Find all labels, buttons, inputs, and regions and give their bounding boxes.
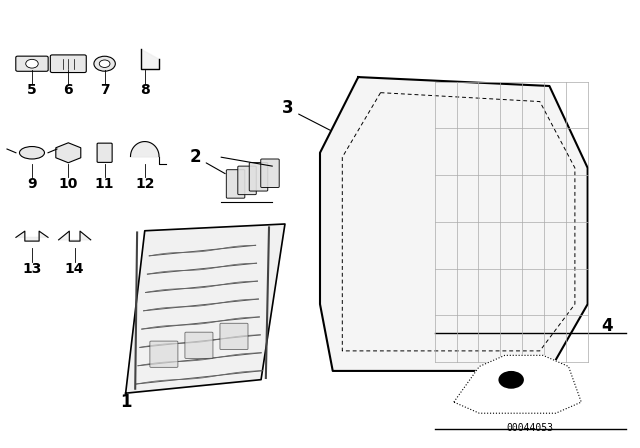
Text: 11: 11 xyxy=(95,177,115,191)
Text: 6: 6 xyxy=(63,83,73,97)
Ellipse shape xyxy=(19,146,44,159)
Text: 7: 7 xyxy=(100,83,109,97)
Text: 00044053: 00044053 xyxy=(507,423,554,433)
Text: 10: 10 xyxy=(59,177,78,191)
Text: 2: 2 xyxy=(189,148,225,174)
FancyBboxPatch shape xyxy=(150,341,178,367)
Polygon shape xyxy=(59,231,91,241)
FancyBboxPatch shape xyxy=(227,170,245,198)
Circle shape xyxy=(99,60,110,68)
Circle shape xyxy=(26,59,38,68)
FancyBboxPatch shape xyxy=(51,55,86,73)
FancyBboxPatch shape xyxy=(260,159,279,188)
Text: 3: 3 xyxy=(282,99,330,130)
Text: 13: 13 xyxy=(22,262,42,276)
FancyBboxPatch shape xyxy=(16,56,48,71)
Text: 9: 9 xyxy=(27,177,36,191)
FancyBboxPatch shape xyxy=(249,163,268,191)
Polygon shape xyxy=(320,77,588,371)
Text: 1: 1 xyxy=(120,393,131,411)
FancyBboxPatch shape xyxy=(238,166,256,194)
Text: 14: 14 xyxy=(65,262,84,276)
Text: 8: 8 xyxy=(140,83,150,97)
Circle shape xyxy=(94,56,115,71)
Polygon shape xyxy=(125,224,285,393)
Circle shape xyxy=(499,371,524,389)
FancyBboxPatch shape xyxy=(185,332,213,358)
FancyBboxPatch shape xyxy=(220,323,248,349)
Text: 12: 12 xyxy=(135,177,154,191)
Polygon shape xyxy=(141,49,159,69)
FancyBboxPatch shape xyxy=(97,143,112,162)
Polygon shape xyxy=(56,143,81,163)
Text: 5: 5 xyxy=(27,83,37,97)
Text: 4: 4 xyxy=(601,317,612,336)
Polygon shape xyxy=(16,231,48,241)
Polygon shape xyxy=(454,355,581,413)
